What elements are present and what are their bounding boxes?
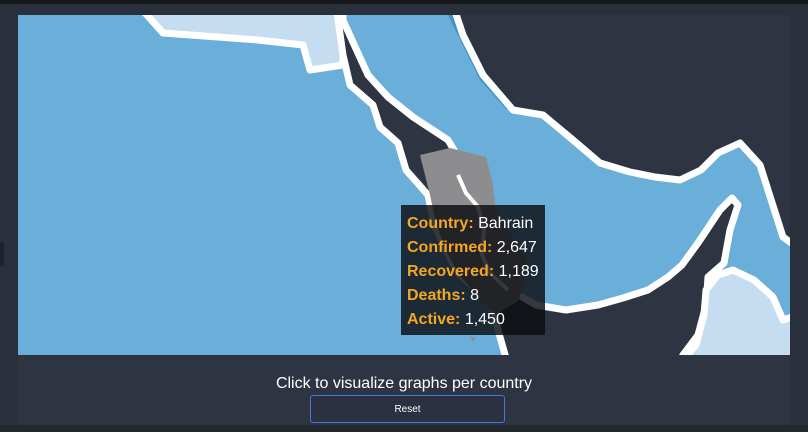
left-panel-edge <box>0 4 18 432</box>
country-tooltip: Country: Bahrain Confirmed: 2,647 Recove… <box>401 205 545 335</box>
tooltip-key: Confirmed: <box>407 239 493 256</box>
tooltip-row-deaths: Deaths: 8 <box>407 284 539 308</box>
tooltip-row-recovered: Recovered: 1,189 <box>407 260 539 284</box>
bottom-border <box>0 425 808 432</box>
tooltip-key: Recovered: <box>407 263 495 280</box>
tooltip-value: 8 <box>470 287 480 304</box>
hint-text: Click to visualize graphs per country <box>275 375 533 392</box>
map-footer: Click to visualize graphs per country Re… <box>18 355 790 425</box>
reset-button[interactable]: Reset <box>310 395 505 423</box>
tooltip-value: 2,647 <box>496 239 537 256</box>
tooltip-key: Active: <box>407 311 461 328</box>
land-bottom-right[interactable] <box>678 266 790 355</box>
tooltip-row-active: Active: 1,450 <box>407 308 539 332</box>
land-iran[interactable] <box>336 15 790 255</box>
tooltip-key: Deaths: <box>407 287 466 304</box>
tooltip-key: Country: <box>407 215 474 232</box>
tooltip-value: 1,450 <box>464 311 505 328</box>
left-panel-notch <box>0 242 4 266</box>
top-border <box>0 0 808 4</box>
tooltip-row-confirmed: Confirmed: 2,647 <box>407 236 539 260</box>
right-panel-edge <box>790 4 808 432</box>
tooltip-value: 1,189 <box>498 263 539 280</box>
tooltip-row-country: Country: Bahrain <box>407 212 539 236</box>
tooltip-value: Bahrain <box>478 215 534 232</box>
land-top-left[interactable] <box>138 15 347 74</box>
tooltip-caret-icon <box>470 337 476 342</box>
